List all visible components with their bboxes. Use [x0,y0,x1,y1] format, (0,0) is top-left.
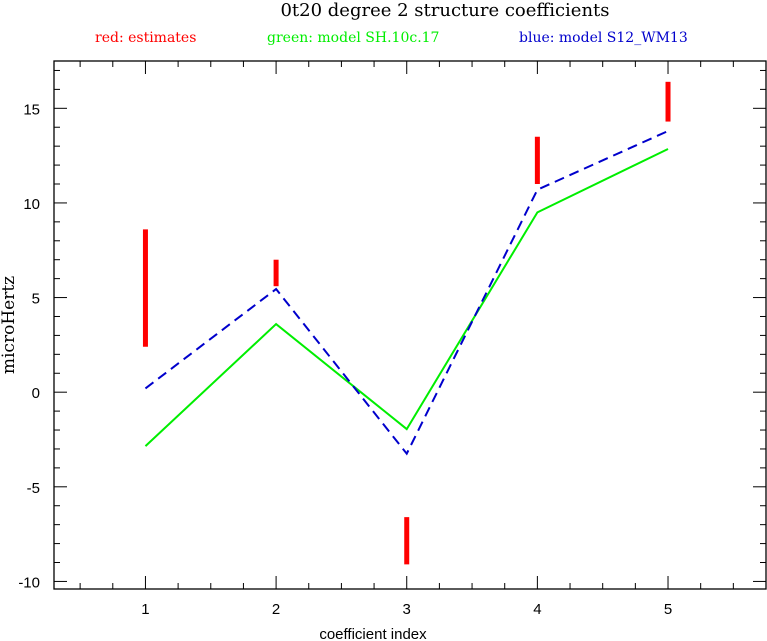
legend-model-s12: blue: model S12_WM13 [519,30,688,46]
legend-model-sh: green: model SH.10c.17 [267,30,439,46]
series-line [144,130,669,456]
axis-ticks [54,61,767,589]
y-tick-labels: -10 -5 0 5 10 15 [18,101,40,591]
x-tick-label: 3 [403,601,411,618]
chart-title: 0t20 degree 2 structure coefficients [280,0,610,21]
series-lines [144,130,669,456]
y-tick-label: -5 [27,480,40,497]
y-tick-label: 5 [32,291,40,308]
x-tick-label: 1 [141,601,149,618]
x-tick-labels: 1 2 3 4 5 [141,601,672,618]
y-axis-label: microHertz [0,276,19,374]
legend-model-sh-label: green: model SH.10c.17 [267,30,440,46]
legend-estimates: red: estimates [95,30,196,46]
x-tick-label: 5 [664,601,672,618]
y-tick-label: 15 [23,101,40,118]
y-tick-label: 10 [23,196,40,213]
estimate-bars [142,81,671,565]
y-tick-label: -10 [18,574,40,591]
x-axis-label: coefficient index [319,626,427,641]
legend-model-s12-label: blue: model S12_WM13 [519,30,688,46]
x-tick-label: 2 [272,601,280,618]
x-tick-label: 4 [533,601,541,618]
series-line [144,148,669,447]
plot-frame [53,60,767,590]
y-tick-label: 0 [32,385,40,402]
legend-estimates-label: red: estimates [95,30,197,46]
